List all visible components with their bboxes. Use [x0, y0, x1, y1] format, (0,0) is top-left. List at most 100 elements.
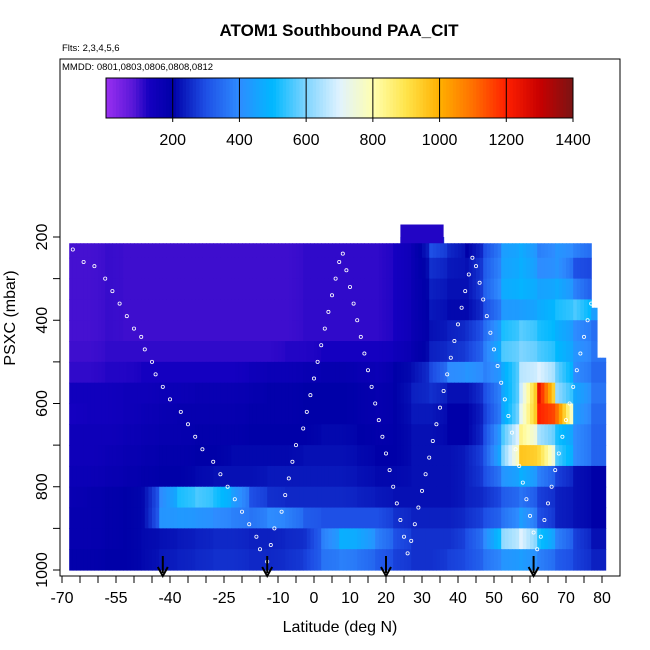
heatmap-cell — [288, 486, 293, 509]
heatmap-cell — [296, 549, 301, 571]
heatmap-cell — [501, 486, 506, 509]
heatmap-cell — [123, 278, 128, 301]
heatmap-cell — [587, 507, 592, 529]
colorbar-segment — [132, 78, 137, 118]
heatmap-cell — [551, 243, 556, 259]
heatmap-cell — [551, 445, 556, 467]
heatmap-cell — [252, 528, 257, 550]
heatmap-cell — [69, 549, 74, 571]
heatmap-cell — [490, 486, 495, 509]
heatmap-cell — [166, 243, 171, 259]
heatmap-cell — [173, 320, 178, 342]
heatmap-cell — [155, 445, 160, 467]
heatmap-cell — [599, 357, 604, 363]
heatmap-cell — [155, 257, 160, 280]
heatmap-cell — [368, 424, 373, 446]
heatmap-cell — [296, 278, 301, 301]
sample-point — [437, 405, 442, 410]
heatmap-cell — [227, 528, 232, 550]
heatmap-cell — [530, 549, 535, 571]
heatmap-cell — [569, 549, 574, 571]
heatmap-cell — [317, 549, 322, 571]
heatmap-cell — [166, 257, 171, 280]
heatmap-cell — [296, 465, 301, 488]
heatmap-cell — [238, 486, 243, 509]
heatmap-cell — [242, 257, 247, 280]
heatmap-cell — [530, 424, 535, 446]
heatmap-cell — [306, 549, 311, 571]
heatmap-cell — [569, 403, 574, 425]
colorbar-segment — [506, 78, 511, 118]
heatmap-cell — [249, 549, 254, 571]
heatmap-cell — [346, 320, 351, 342]
heatmap-cell — [530, 243, 535, 259]
heatmap-cell — [112, 403, 117, 425]
heatmap-cell — [177, 486, 182, 509]
heatmap-cell — [576, 361, 581, 384]
heatmap-cell — [548, 278, 553, 301]
heatmap-cell — [342, 341, 347, 363]
heatmap-cell — [454, 299, 459, 321]
heatmap-cell — [285, 361, 290, 384]
colorbar-segment — [522, 78, 527, 118]
colorbar-segment — [446, 78, 451, 118]
heatmap-cell — [414, 361, 419, 384]
heatmap-cell — [108, 486, 113, 509]
heatmap-cell — [566, 486, 571, 509]
heatmap-cell — [407, 465, 412, 488]
heatmap-cell — [346, 257, 351, 280]
colorbar-segment — [436, 78, 441, 118]
heatmap-cell — [389, 528, 394, 550]
heatmap-cell — [328, 528, 333, 550]
heatmap-cell — [436, 382, 441, 405]
heatmap-cell — [530, 528, 535, 550]
heatmap-cell — [494, 403, 499, 425]
heatmap-cell — [591, 341, 595, 363]
heatmap-cell — [544, 528, 549, 550]
heatmap-cell — [191, 361, 196, 384]
heatmap-cell — [328, 243, 333, 259]
heatmap-cell — [414, 299, 419, 321]
heatmap-cell — [562, 278, 567, 301]
colorbar-segment — [189, 78, 194, 118]
heatmap-cell — [123, 243, 128, 259]
sample-point — [542, 518, 547, 523]
heatmap-cell — [494, 445, 499, 467]
heatmap-cell — [238, 299, 243, 321]
heatmap-cell — [339, 243, 344, 259]
heatmap-cell — [407, 299, 412, 321]
heatmap-cell — [558, 507, 563, 529]
heatmap-cell — [162, 465, 167, 488]
heatmap-cell — [411, 445, 416, 467]
heatmap-cell — [562, 257, 567, 280]
heatmap-cell — [105, 257, 110, 280]
heatmap-cell — [144, 549, 149, 571]
heatmap-cell — [177, 257, 182, 280]
heatmap-cell — [123, 486, 128, 509]
heatmap-cell — [371, 243, 376, 259]
heatmap-cell — [418, 465, 423, 488]
colorbar-segment — [536, 78, 541, 118]
heatmap-cell — [180, 243, 185, 259]
heatmap-cell — [306, 403, 311, 425]
heatmap-cell — [105, 299, 110, 321]
heatmap-cell — [90, 278, 95, 301]
heatmap-cell — [497, 445, 502, 467]
heatmap-cell — [393, 382, 398, 405]
heatmap-cell — [486, 549, 491, 571]
heatmap-cell — [166, 465, 171, 488]
heatmap-cell — [551, 278, 556, 301]
heatmap-cell — [548, 403, 553, 425]
heatmap-cell — [346, 549, 351, 571]
heatmap-cell — [497, 382, 502, 405]
heatmap-cell — [389, 424, 394, 446]
heatmap-cell — [213, 549, 218, 571]
heatmap-cell — [87, 528, 92, 550]
heatmap-cell — [267, 257, 272, 280]
colorbar-segment — [166, 78, 170, 118]
heatmap-cell — [249, 528, 254, 550]
heatmap-cell — [504, 243, 509, 259]
heatmap-cell — [440, 486, 445, 509]
heatmap-cell — [544, 549, 549, 571]
heatmap-cell — [144, 424, 149, 446]
